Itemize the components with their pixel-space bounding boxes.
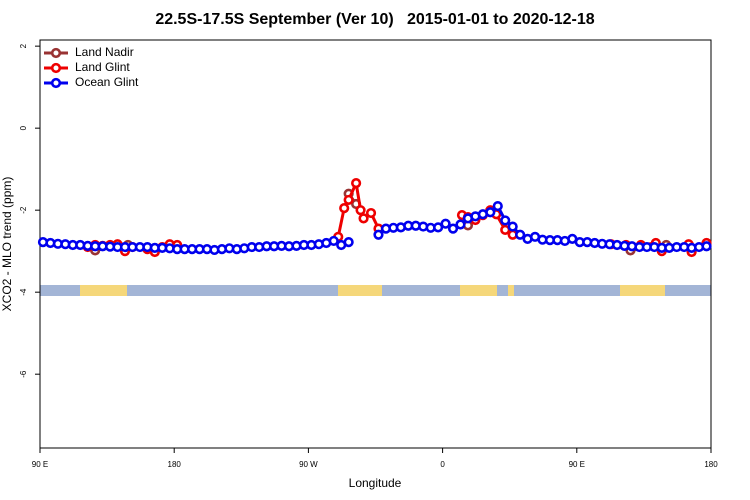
y-tick-label: -2 bbox=[19, 206, 28, 214]
x-tick-label: 0 bbox=[440, 460, 445, 469]
point bbox=[351, 178, 362, 189]
point bbox=[455, 219, 466, 230]
point bbox=[500, 215, 511, 226]
point bbox=[343, 237, 354, 248]
x-tick-label: 90 E bbox=[32, 460, 48, 469]
y-axis-label: XCO2 - MLO trend (ppm) bbox=[0, 177, 14, 312]
legend-label: Land Glint bbox=[75, 60, 130, 74]
point bbox=[701, 241, 712, 252]
x-tick-label: 180 bbox=[168, 460, 182, 469]
x-axis-label: Longitude bbox=[349, 476, 402, 490]
land-band bbox=[338, 285, 382, 296]
legend-marker bbox=[50, 77, 62, 89]
point bbox=[447, 223, 459, 234]
point bbox=[358, 213, 369, 224]
point bbox=[328, 235, 339, 247]
point bbox=[485, 207, 496, 218]
land-band bbox=[508, 285, 514, 296]
x-tick-label: 90 E bbox=[569, 460, 585, 469]
legend-marker bbox=[50, 47, 62, 59]
land-band bbox=[80, 285, 127, 296]
legend-marker bbox=[50, 62, 62, 74]
x-tick-label: 90 W bbox=[299, 460, 318, 469]
point bbox=[433, 222, 444, 233]
point bbox=[355, 205, 366, 216]
point bbox=[507, 221, 518, 232]
legend-label: Ocean Glint bbox=[75, 75, 139, 89]
point bbox=[339, 203, 350, 214]
x-tick-label: 180 bbox=[704, 460, 718, 469]
point bbox=[515, 229, 526, 240]
y-tick-label: -4 bbox=[19, 288, 28, 296]
chart-title: 22.5S-17.5S September (Ver 10) 2015-01-0… bbox=[155, 11, 594, 28]
land-band bbox=[620, 285, 665, 296]
land-band bbox=[460, 285, 497, 296]
point bbox=[373, 229, 384, 240]
surface-band bbox=[40, 285, 711, 296]
legend-label: Land Nadir bbox=[75, 45, 134, 59]
point bbox=[492, 200, 503, 212]
y-tick-label: 2 bbox=[19, 43, 28, 48]
point bbox=[440, 218, 451, 229]
point bbox=[365, 207, 377, 219]
y-tick-label: 0 bbox=[19, 125, 28, 130]
y-tick-label: -6 bbox=[19, 370, 28, 378]
point bbox=[343, 194, 354, 206]
